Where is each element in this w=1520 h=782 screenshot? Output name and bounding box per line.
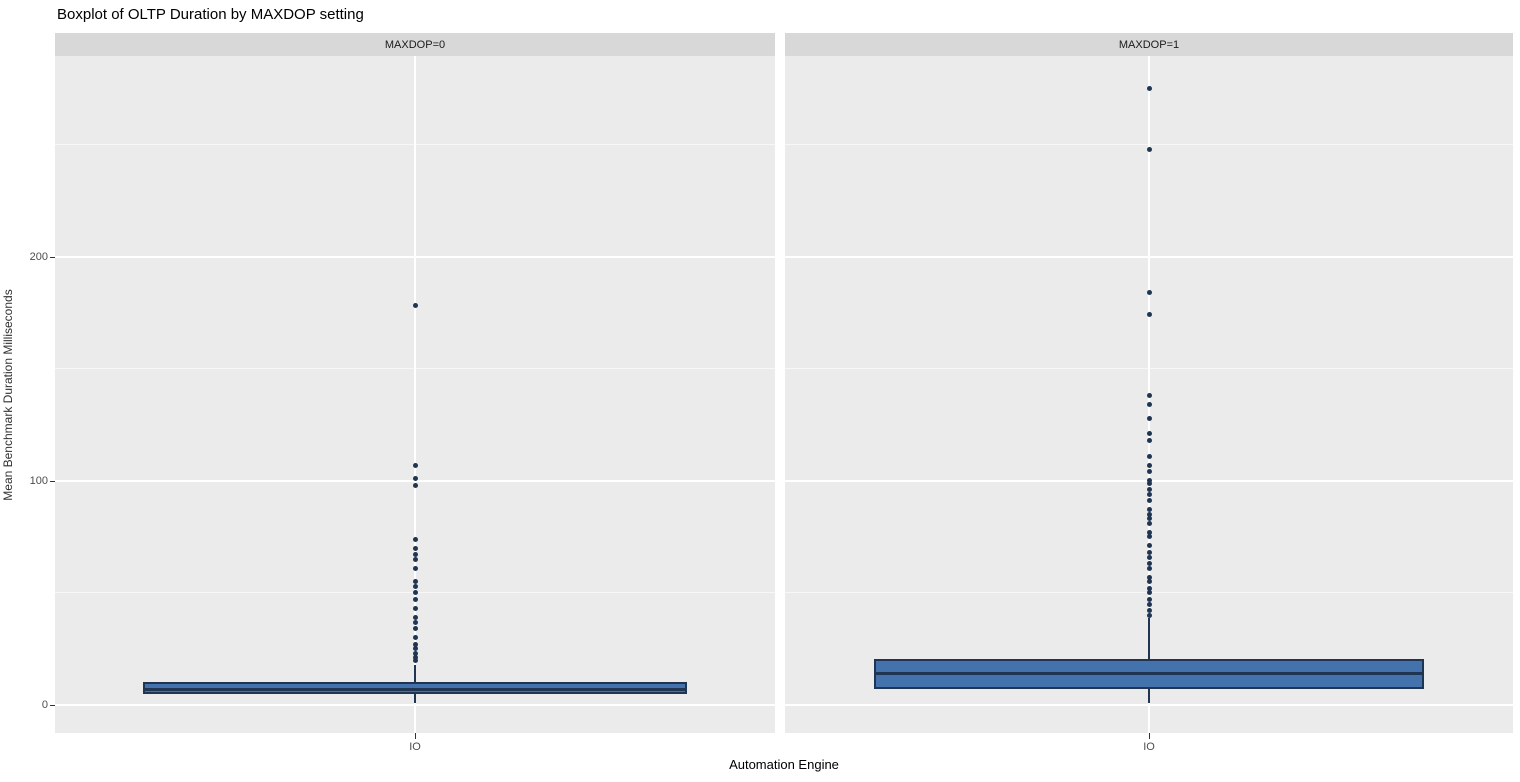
outlier-point <box>412 565 418 571</box>
x-tick-label-io-0: IO <box>409 741 421 753</box>
outlier-point <box>1146 480 1152 486</box>
outlier-point <box>412 657 418 663</box>
outlier-point <box>412 536 418 542</box>
x-axis-title: Automation Engine <box>729 757 839 772</box>
outlier-point <box>1146 561 1152 567</box>
outlier-point <box>1146 608 1152 614</box>
outlier-point <box>1146 543 1152 549</box>
outlier-point <box>1146 312 1152 318</box>
gridline-vertical-io <box>414 56 416 733</box>
outlier-point <box>1146 516 1152 522</box>
outlier-point <box>1146 574 1152 580</box>
outlier-point <box>412 606 418 612</box>
chart-title: Boxplot of OLTP Duration by MAXDOP setti… <box>57 6 364 23</box>
outlier-point <box>412 579 418 585</box>
outlier-point <box>1146 393 1152 399</box>
y-axis-title: Mean Benchmark Duration Milliseconds <box>1 289 15 501</box>
outlier-point <box>1146 437 1152 443</box>
whisker-upper <box>1148 617 1150 660</box>
outlier-point <box>1146 529 1152 535</box>
outlier-point <box>1146 534 1152 540</box>
outlier-point <box>1146 585 1152 591</box>
outlier-point <box>412 619 418 625</box>
whisker-lower <box>1148 689 1150 703</box>
outlier-point <box>1146 487 1152 493</box>
outlier-point <box>1146 146 1152 152</box>
outlier-point <box>1146 597 1152 603</box>
outlier-point <box>1146 579 1152 585</box>
outlier-point <box>412 590 418 596</box>
outlier-point <box>412 482 418 488</box>
outlier-point <box>1146 462 1152 468</box>
outlier-point <box>1146 469 1152 475</box>
outlier-point <box>1146 520 1152 526</box>
facet-panel-maxdop-1 <box>785 56 1513 733</box>
outlier-point <box>1146 511 1152 517</box>
facet-strip-maxdop-0: MAXDOP=0 <box>55 33 775 56</box>
y-tick-label-0: 0 <box>41 698 48 711</box>
outlier-point <box>412 545 418 551</box>
outlier-point <box>412 635 418 641</box>
outlier-point <box>412 462 418 468</box>
y-tick-label-200: 200 <box>29 250 48 263</box>
outlier-point <box>412 476 418 482</box>
y-tick-mark-0 <box>50 704 55 706</box>
outlier-point <box>1146 498 1152 504</box>
median-line <box>874 672 1424 676</box>
outlier-point <box>1146 453 1152 459</box>
outlier-point <box>412 597 418 603</box>
y-tick-mark-100 <box>50 480 55 482</box>
outlier-point <box>1146 565 1152 571</box>
outlier-point <box>1146 402 1152 408</box>
outlier-point <box>1146 290 1152 295</box>
outlier-point <box>412 583 418 589</box>
outlier-point <box>1146 550 1152 556</box>
x-tick-mark-1 <box>1149 733 1150 739</box>
y-tick-label-100: 100 <box>29 474 48 487</box>
outlier-point <box>1146 554 1152 560</box>
x-tick-mark-0 <box>415 733 416 739</box>
outlier-point <box>1146 491 1152 497</box>
outlier-point <box>412 626 418 632</box>
outlier-point <box>1146 415 1152 421</box>
outlier-point <box>1146 86 1152 91</box>
median-line <box>143 687 687 691</box>
outlier-point <box>1146 612 1152 618</box>
outlier-point <box>412 303 418 309</box>
outlier-point <box>1146 590 1152 596</box>
outlier-point <box>412 556 418 562</box>
outlier-point <box>1146 507 1152 513</box>
outlier-point <box>412 552 418 558</box>
outlier-point <box>412 650 418 656</box>
outlier-point <box>412 615 418 621</box>
y-tick-mark-200 <box>50 256 55 258</box>
facet-panel-maxdop-0 <box>55 56 775 733</box>
outlier-point <box>412 646 418 652</box>
whisker-upper <box>414 664 416 682</box>
outlier-point <box>1146 431 1152 437</box>
whisker-lower <box>414 693 416 703</box>
facet-strip-maxdop-1: MAXDOP=1 <box>785 33 1513 56</box>
outlier-point <box>412 641 418 647</box>
outlier-point <box>1146 601 1152 607</box>
x-tick-label-io-1: IO <box>1143 741 1155 753</box>
